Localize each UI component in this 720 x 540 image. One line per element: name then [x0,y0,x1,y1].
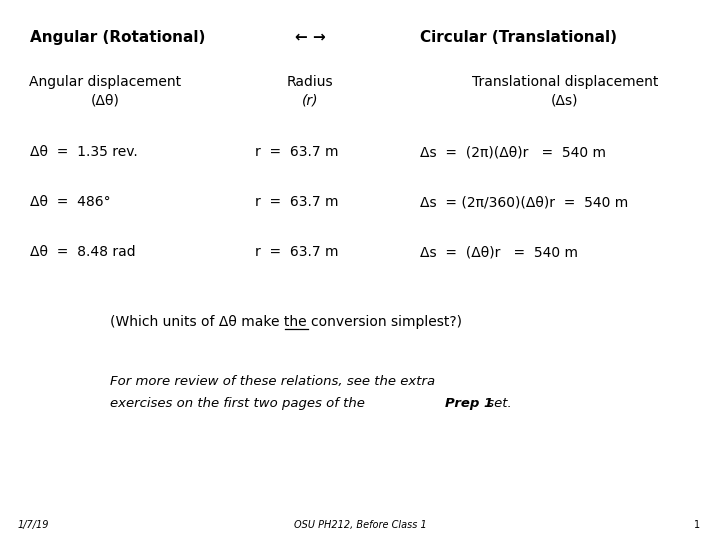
Text: exercises on the first two pages of the: exercises on the first two pages of the [110,397,369,410]
Text: (Which units of Δθ make the conversion simplest?): (Which units of Δθ make the conversion s… [110,315,462,329]
Text: (r): (r) [302,93,318,107]
Text: ← →: ← → [294,30,325,45]
Text: r  =  63.7 m: r = 63.7 m [255,245,338,259]
Text: set.: set. [483,397,512,410]
Text: Radius: Radius [287,75,333,89]
Text: Angular displacement: Angular displacement [29,75,181,89]
Text: Δθ: Δθ [0,539,1,540]
Text: OSU PH212, Before Class 1: OSU PH212, Before Class 1 [294,520,426,530]
Text: Angular (Rotational): Angular (Rotational) [30,30,205,45]
Text: For more review of these relations, see the extra: For more review of these relations, see … [110,375,435,388]
Text: Δθ  =  486°: Δθ = 486° [30,195,111,209]
Text: Translational displacement: Translational displacement [472,75,658,89]
Text: Δθ  =  8.48 rad: Δθ = 8.48 rad [30,245,135,259]
Text: r  =  63.7 m: r = 63.7 m [255,195,338,209]
Text: (Which units of: (Which units of [0,539,1,540]
Text: Circular (Translational): Circular (Translational) [420,30,617,45]
Text: r  =  63.7 m: r = 63.7 m [255,145,338,159]
Text: exercises on the first two pages of the: exercises on the first two pages of the [0,539,1,540]
Text: 1: 1 [694,520,700,530]
Text: Prep 1: Prep 1 [445,397,493,410]
Text: 1/7/19: 1/7/19 [18,520,50,530]
Text: Δs  =  (2π)(Δθ)r   =  540 m: Δs = (2π)(Δθ)r = 540 m [420,145,606,159]
Text: Δs  = (2π/360)(Δθ)r  =  540 m: Δs = (2π/360)(Δθ)r = 540 m [420,195,629,209]
Text: Δs  =  (Δθ)r   =  540 m: Δs = (Δθ)r = 540 m [420,245,578,259]
Text: (Δs): (Δs) [552,93,579,107]
Text: (Δθ): (Δθ) [91,93,120,107]
Text: Δθ  =  1.35 rev.: Δθ = 1.35 rev. [30,145,138,159]
